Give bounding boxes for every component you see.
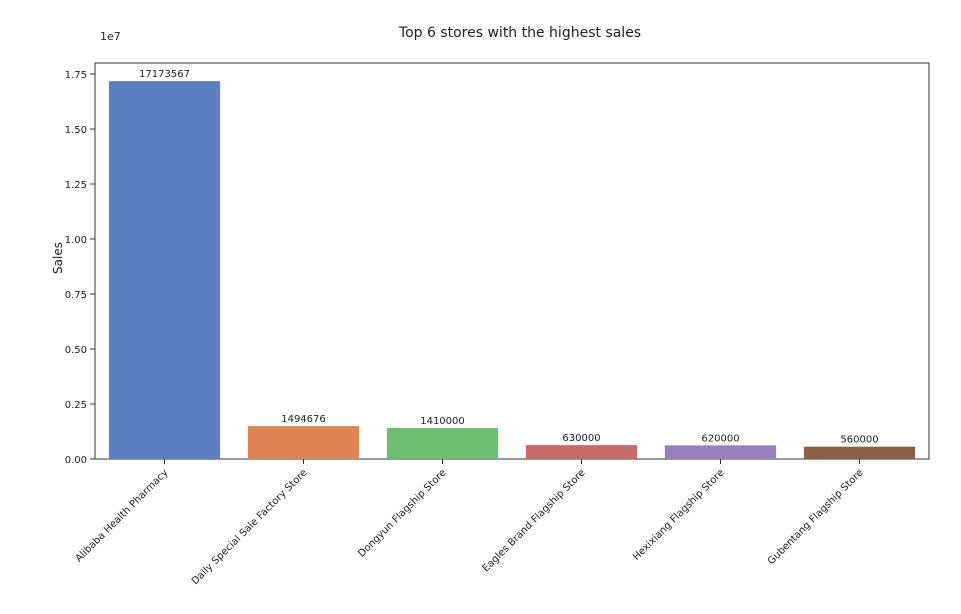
y-tick-label: 1.75: [65, 70, 87, 81]
y-tick-label: 1.25: [65, 180, 87, 191]
y-tick-label: 0.25: [65, 400, 87, 411]
x-tick-label: Eagles Brand Flagship Store: [481, 467, 588, 574]
bar-data-label: 17173567: [139, 69, 190, 80]
y-tick-label: 1.00: [65, 235, 87, 246]
y-tick-label: 0.00: [65, 455, 87, 466]
bar: [664, 445, 777, 459]
x-axis: Alibaba Health Pharmacy Daily Special Sal…: [74, 459, 866, 587]
bar: [247, 426, 360, 459]
bar-data-label: 630000: [562, 433, 600, 444]
bar-data-label: 1410000: [420, 416, 465, 427]
bar-data-label: 560000: [840, 435, 878, 446]
y-tick-label: 0.75: [65, 290, 87, 301]
bar: [386, 427, 499, 459]
x-tick-label: Gubentang Flagship Store: [766, 467, 866, 567]
bar-data-label: 1494676: [281, 414, 326, 425]
x-tick-label: Alibaba Health Pharmacy: [74, 467, 171, 564]
y-axis-label: Sales: [51, 242, 65, 274]
bar: [525, 445, 638, 459]
x-tick-label: Daily Special Sale Factory Store: [190, 467, 310, 587]
y-tick-label: 1.50: [65, 125, 87, 136]
y-tick-label: 0.50: [65, 345, 87, 356]
plot-frame: [94, 62, 930, 460]
bar: [803, 446, 916, 459]
bars-group: 17173567 1494676 1410000 630000 620000 560000: [108, 69, 916, 460]
y-axis: 0.00 0.25 0.50 0.75 1.00 1.25 1.50 1.75: [65, 70, 95, 466]
x-tick-label: Hexixiang Flagship Store: [631, 467, 727, 563]
bar: [108, 81, 221, 460]
bar-data-label: 620000: [701, 433, 739, 444]
y-scale-label: 1e7: [100, 30, 121, 43]
chart-title: Top 6 stores with the highest sales: [398, 25, 641, 41]
x-tick-label: Dongyun Flagship Store: [356, 467, 448, 559]
